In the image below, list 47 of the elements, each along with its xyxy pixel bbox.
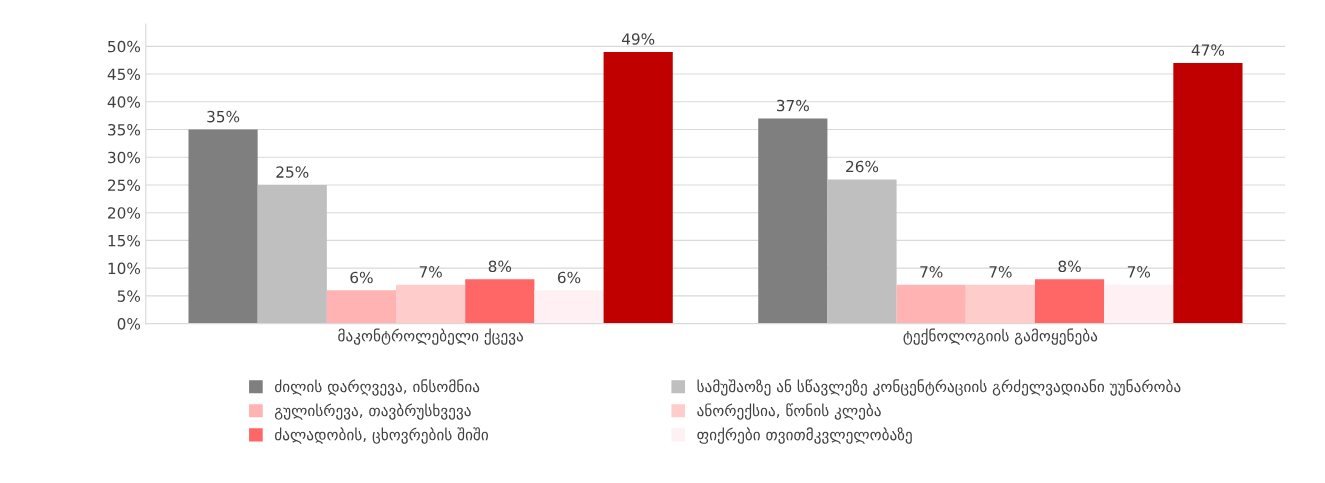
x-tick-label: ტექნოლოგიის გამოყენება [903, 328, 1098, 345]
data-label: 49% [621, 33, 655, 45]
data-label: 8% [1058, 260, 1081, 273]
y-tick-label: 45% [107, 68, 141, 81]
bar [1034, 279, 1105, 324]
legend-label: ანორექსია, წონის კლება [697, 403, 881, 420]
data-label: 47% [1191, 44, 1225, 56]
bar [965, 284, 1035, 324]
data-label: 6% [557, 271, 581, 284]
legend-label: ფიქრები თვითმკვლელობაზე [697, 427, 912, 444]
data-label: 25% [276, 166, 309, 178]
y-tick-label: 50% [108, 40, 141, 53]
y-tick-label: 15% [108, 234, 141, 247]
legend-label: გულისრევა, თავბრუსხვევა [274, 403, 471, 420]
y-tick-label: 25% [108, 179, 141, 191]
data-label: 7% [419, 266, 442, 278]
legend-label: ძალადობის, ცხოვრების შიში [274, 427, 489, 444]
data-label: 8% [488, 260, 512, 273]
bar [1173, 62, 1243, 324]
data-label: 26% [846, 160, 879, 173]
bar [896, 284, 966, 324]
y-tick-label: 40% [107, 96, 141, 108]
x-tick-label: მაკონტროლებელი ქცევა [338, 328, 524, 345]
bar [188, 129, 258, 324]
bar [603, 51, 673, 324]
data-label: 6% [350, 271, 373, 284]
y-tick-label: 35% [108, 123, 141, 136]
bar [534, 290, 604, 324]
bar [257, 184, 327, 324]
data-label: 37% [777, 99, 809, 112]
bar [827, 179, 897, 324]
y-tick-label: 0% [117, 318, 141, 330]
data-label: 7% [989, 266, 1012, 278]
bar [396, 284, 466, 324]
legend-label: ძილის დარღვევა, ინსომნია [274, 379, 480, 396]
legend-label: სამუშაოზე ან სწავლეზე კონცენტრაციის გრძელვადიანი უუნარობა [697, 379, 1181, 396]
y-tick-label: 5% [117, 290, 141, 302]
bar [1104, 284, 1174, 324]
data-label: 7% [920, 266, 943, 278]
data-label: 35% [207, 110, 240, 123]
data-label: 7% [1127, 266, 1151, 278]
y-tick-label: 30% [108, 151, 141, 164]
y-tick-label: 20% [108, 207, 141, 219]
bar [758, 118, 828, 324]
bar [465, 279, 535, 324]
y-tick-label: 10% [108, 262, 141, 275]
bar [326, 290, 397, 324]
